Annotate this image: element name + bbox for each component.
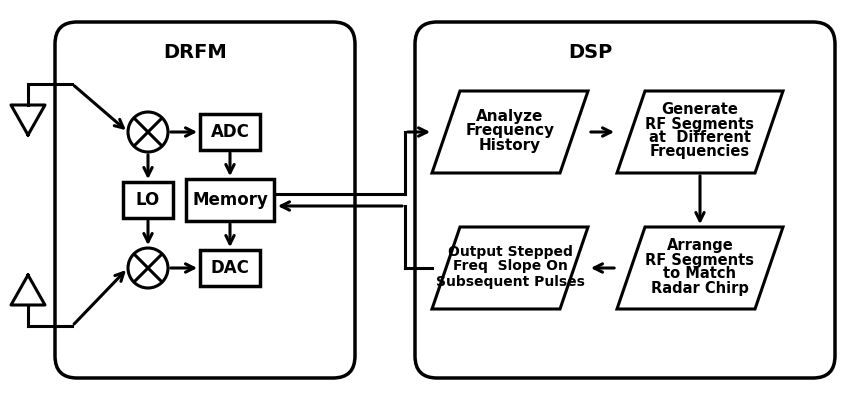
- Text: Arrange: Arrange: [666, 238, 733, 254]
- Text: Radar Chirp: Radar Chirp: [650, 280, 748, 296]
- Text: to Match: to Match: [663, 266, 735, 282]
- Circle shape: [128, 112, 168, 152]
- Text: Frequency: Frequency: [465, 124, 554, 138]
- FancyBboxPatch shape: [415, 22, 834, 378]
- Text: ADC: ADC: [211, 123, 249, 141]
- Bar: [123, 182, 173, 218]
- Bar: [200, 250, 259, 286]
- Text: Analyze: Analyze: [476, 108, 543, 124]
- Polygon shape: [432, 227, 588, 309]
- Text: Freq  Slope On: Freq Slope On: [452, 259, 566, 273]
- Text: Subsequent Pulses: Subsequent Pulses: [435, 275, 583, 289]
- Text: RF Segments: RF Segments: [645, 116, 753, 132]
- Text: DRFM: DRFM: [163, 42, 227, 62]
- Text: DSP: DSP: [567, 42, 612, 62]
- Text: Frequencies: Frequencies: [649, 144, 749, 160]
- Text: Memory: Memory: [192, 191, 268, 209]
- Text: LO: LO: [136, 191, 160, 209]
- Text: at  Different: at Different: [648, 130, 750, 146]
- Bar: [200, 114, 259, 150]
- Text: Generate: Generate: [661, 102, 738, 118]
- Polygon shape: [616, 227, 782, 309]
- FancyBboxPatch shape: [55, 22, 355, 378]
- Circle shape: [128, 248, 168, 288]
- Polygon shape: [616, 91, 782, 173]
- Text: Output Stepped: Output Stepped: [447, 245, 572, 259]
- Polygon shape: [432, 91, 588, 173]
- Text: RF Segments: RF Segments: [645, 252, 753, 268]
- Text: History: History: [479, 138, 541, 154]
- Bar: [186, 179, 274, 221]
- Text: DAC: DAC: [211, 259, 249, 277]
